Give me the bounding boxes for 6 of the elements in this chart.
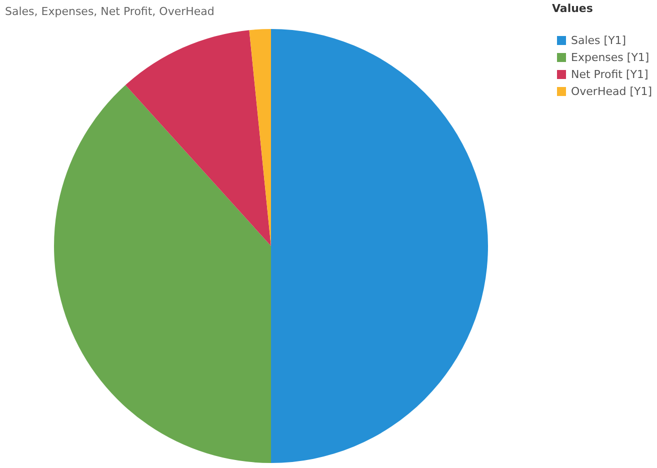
- legend-label: Sales [Y1]: [571, 34, 626, 47]
- legend-label: Net Profit [Y1]: [571, 68, 648, 81]
- legend-title: Values: [552, 2, 594, 15]
- legend-label: Expenses [Y1]: [571, 51, 650, 64]
- legend-label: OverHead [Y1]: [571, 85, 652, 98]
- chart-title: Sales, Expenses, Net Profit, OverHead: [5, 5, 214, 18]
